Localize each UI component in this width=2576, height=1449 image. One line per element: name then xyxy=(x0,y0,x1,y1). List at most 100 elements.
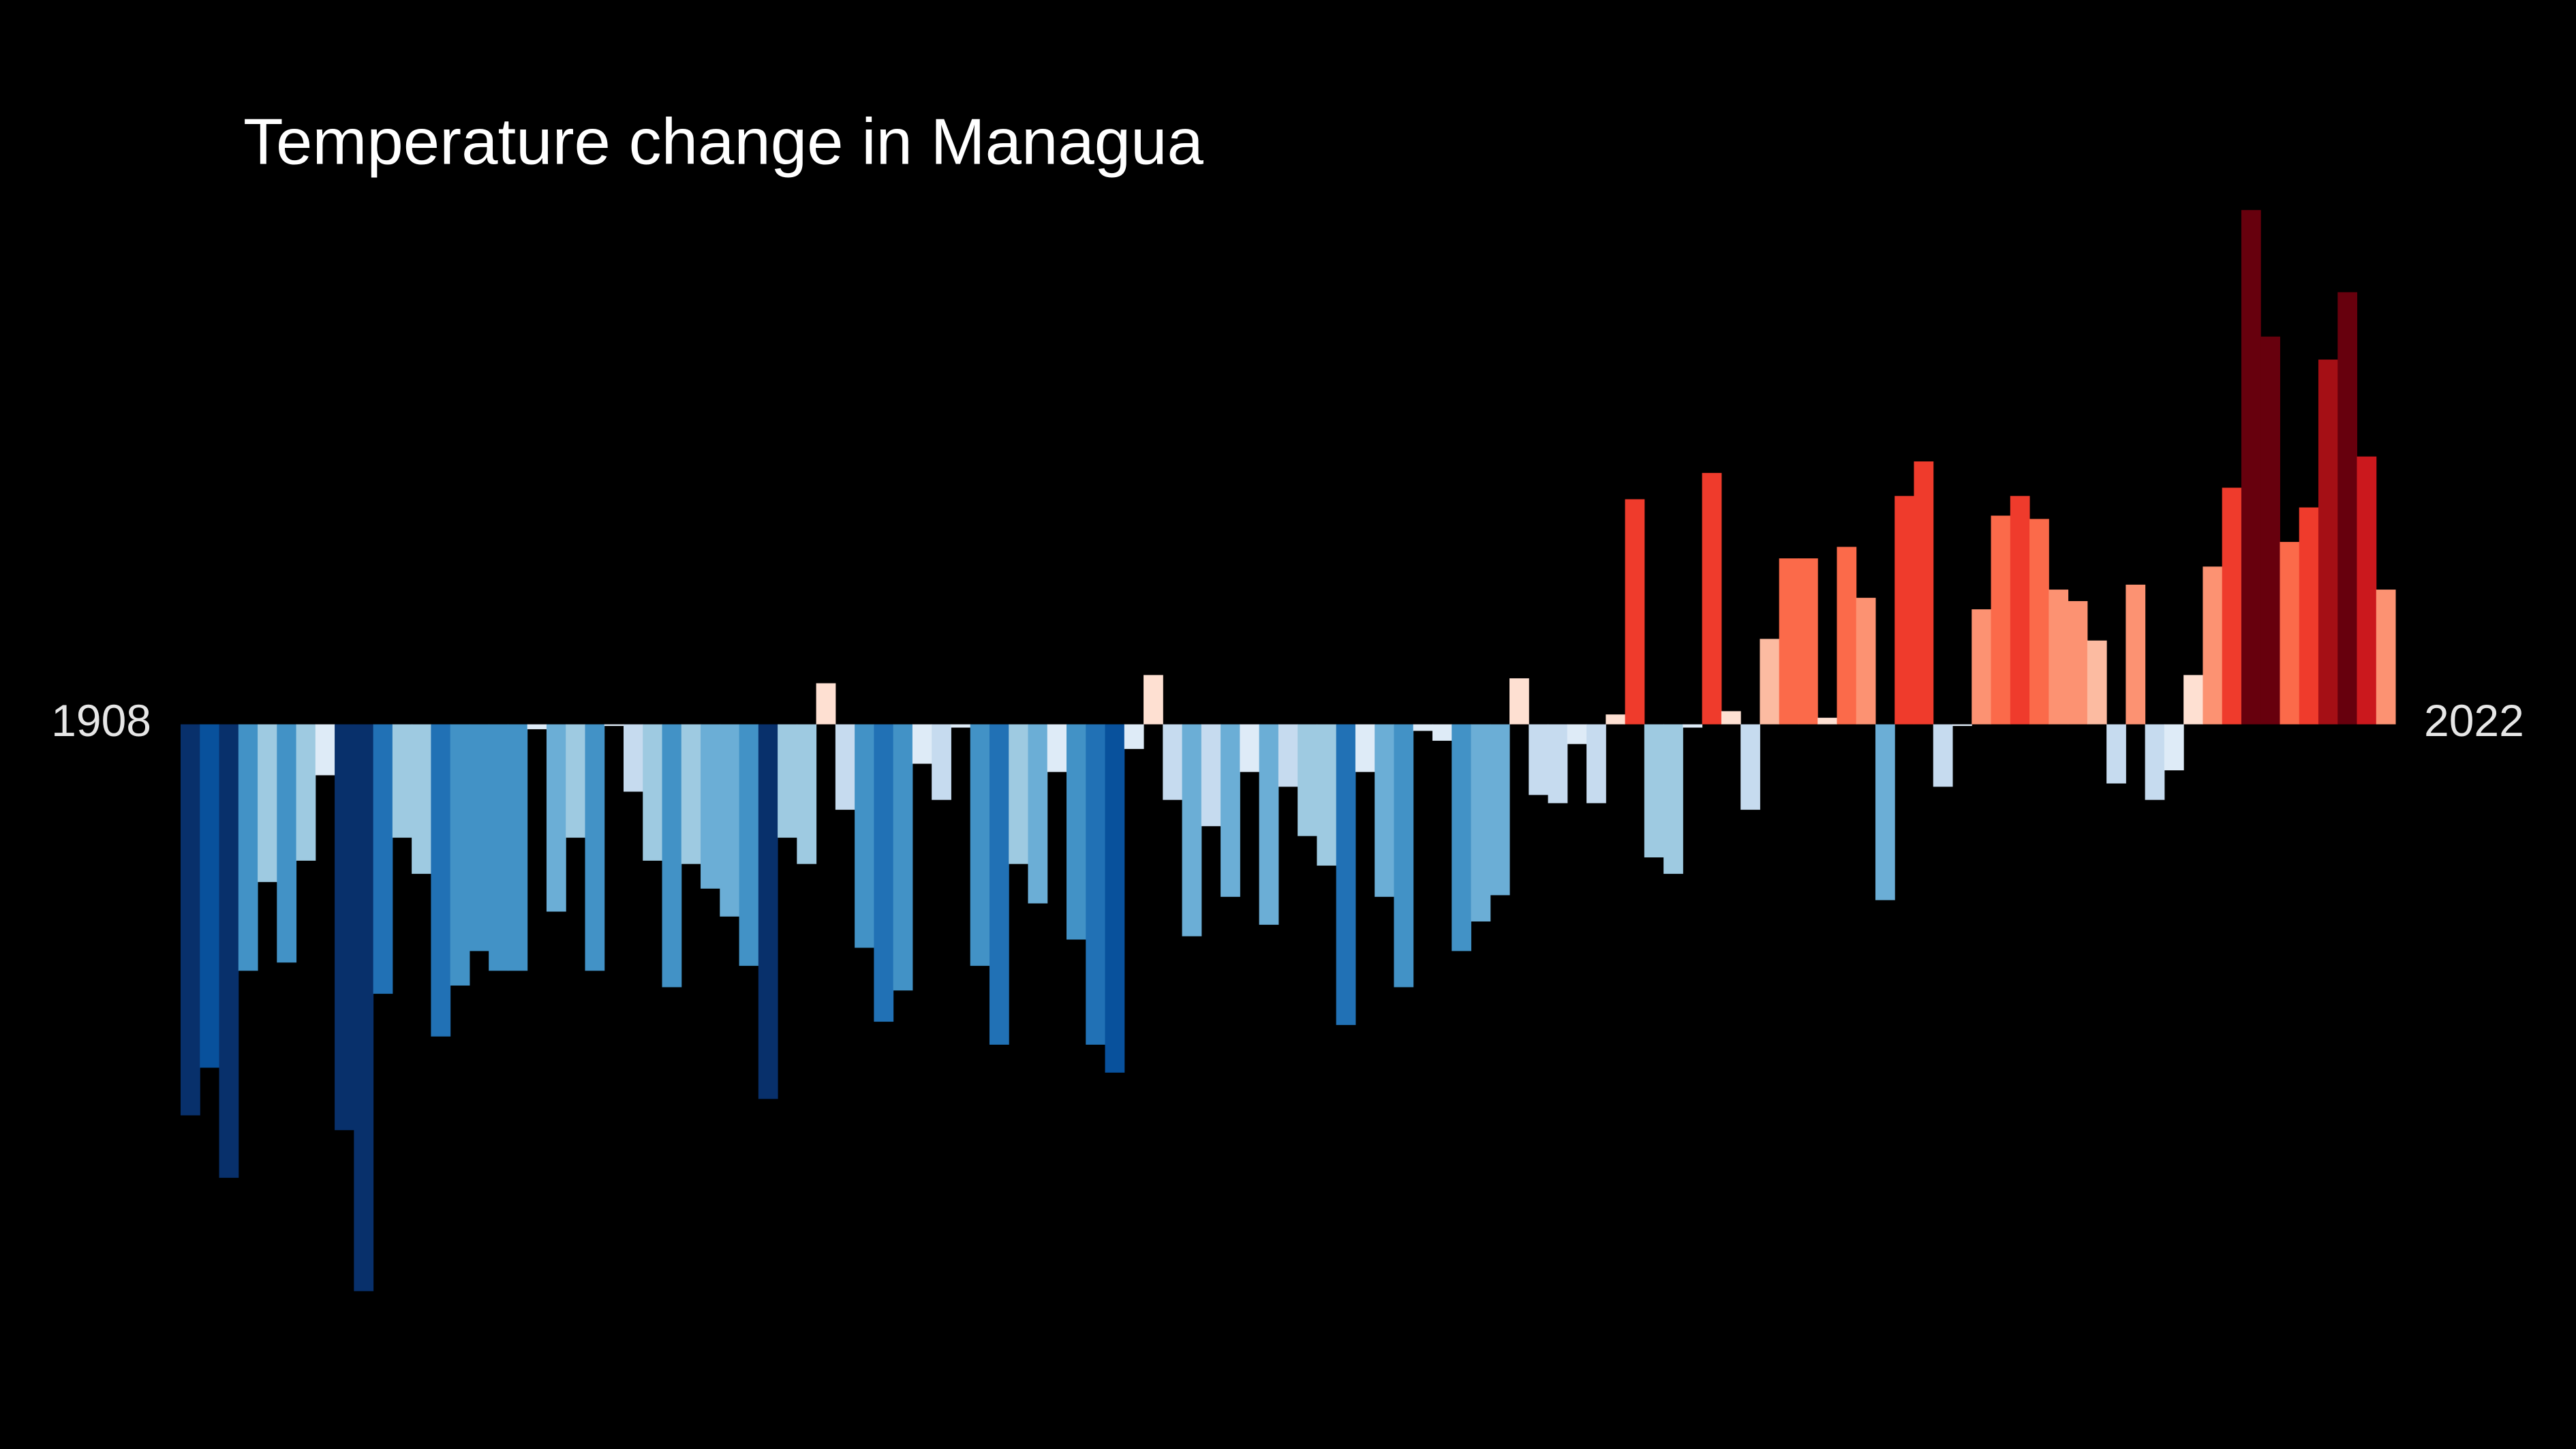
bar xyxy=(624,724,643,792)
bar xyxy=(585,724,605,971)
bar xyxy=(2280,542,2300,724)
bar xyxy=(2203,566,2223,724)
bar xyxy=(778,724,797,838)
bar xyxy=(1336,724,1356,1025)
bar xyxy=(2318,359,2338,724)
bar xyxy=(181,724,200,1116)
bar xyxy=(1567,724,1587,744)
bar xyxy=(2376,590,2396,724)
bar xyxy=(1009,724,1028,864)
bar xyxy=(1028,724,1048,904)
bar xyxy=(277,724,297,963)
bar xyxy=(1432,724,1452,741)
bar xyxy=(450,724,470,986)
bar xyxy=(932,724,951,800)
bar xyxy=(2126,584,2146,724)
bar xyxy=(258,724,277,883)
bar xyxy=(874,724,894,1022)
bar xyxy=(2183,675,2203,724)
bar xyxy=(1702,472,1722,724)
bar xyxy=(1856,598,1876,724)
bar xyxy=(739,724,759,966)
bar xyxy=(219,724,239,1178)
bar xyxy=(2357,456,2377,724)
bar xyxy=(1452,724,1471,951)
bar xyxy=(1490,724,1510,896)
bar xyxy=(893,724,913,991)
bar xyxy=(951,724,971,728)
bar xyxy=(2337,292,2357,724)
bar xyxy=(1105,724,1125,1073)
bar xyxy=(2087,640,2107,724)
bar xyxy=(2164,724,2184,771)
bar xyxy=(701,724,720,889)
x-tick-label: 1908 xyxy=(51,695,151,746)
bar xyxy=(2029,519,2049,724)
bar xyxy=(1818,718,1837,724)
bar xyxy=(200,724,220,1068)
bar xyxy=(1471,724,1491,922)
bar xyxy=(1086,724,1106,1045)
bar xyxy=(912,724,932,764)
bar xyxy=(431,724,451,1037)
bar xyxy=(335,724,354,1131)
bar xyxy=(1182,724,1202,936)
bar xyxy=(758,724,778,1099)
bar xyxy=(1394,724,1414,988)
bar xyxy=(1163,724,1183,800)
bar xyxy=(2260,336,2280,724)
bar xyxy=(720,724,740,917)
bar xyxy=(2010,495,2030,724)
bar xyxy=(1355,724,1375,772)
bar xyxy=(1509,678,1529,724)
bar xyxy=(1798,558,1818,724)
bar xyxy=(1625,499,1645,724)
bar xyxy=(1991,515,2011,724)
bar xyxy=(1644,724,1664,857)
bar xyxy=(508,724,528,971)
bar xyxy=(1952,724,1972,727)
bar xyxy=(1413,724,1433,731)
bar xyxy=(1298,724,1317,836)
bar xyxy=(469,724,489,951)
bar xyxy=(1240,724,1260,772)
bar xyxy=(489,724,508,971)
bar xyxy=(546,724,566,912)
bar xyxy=(2049,590,2069,724)
bar xyxy=(2222,487,2242,724)
bar xyxy=(392,724,412,838)
bar xyxy=(373,724,393,994)
bar xyxy=(989,724,1009,1045)
x-tick-label: 2022 xyxy=(2424,695,2524,746)
bar xyxy=(1683,724,1703,728)
bar xyxy=(1586,724,1606,804)
bar xyxy=(1933,724,1953,787)
bar xyxy=(1741,724,1760,810)
bar xyxy=(1221,724,1240,897)
bar xyxy=(1663,724,1683,874)
bar xyxy=(354,724,374,1292)
bar xyxy=(681,724,701,864)
bar xyxy=(604,724,624,727)
bar xyxy=(1201,724,1221,827)
bar xyxy=(1124,724,1144,749)
bar xyxy=(662,724,682,988)
bar xyxy=(1259,724,1279,925)
bar xyxy=(1047,724,1067,772)
bar xyxy=(2299,507,2319,724)
bar xyxy=(238,724,258,971)
bar xyxy=(1779,558,1799,724)
chart-title: Temperature change in Managua xyxy=(243,105,1204,178)
bar xyxy=(2241,210,2261,724)
bar xyxy=(412,724,431,874)
bar xyxy=(835,724,855,810)
bar xyxy=(1278,724,1298,787)
bar xyxy=(816,683,836,724)
bar xyxy=(1144,675,1163,724)
bar xyxy=(643,724,663,861)
bar xyxy=(2068,600,2088,724)
bar xyxy=(1067,724,1086,940)
bar xyxy=(1317,724,1337,866)
